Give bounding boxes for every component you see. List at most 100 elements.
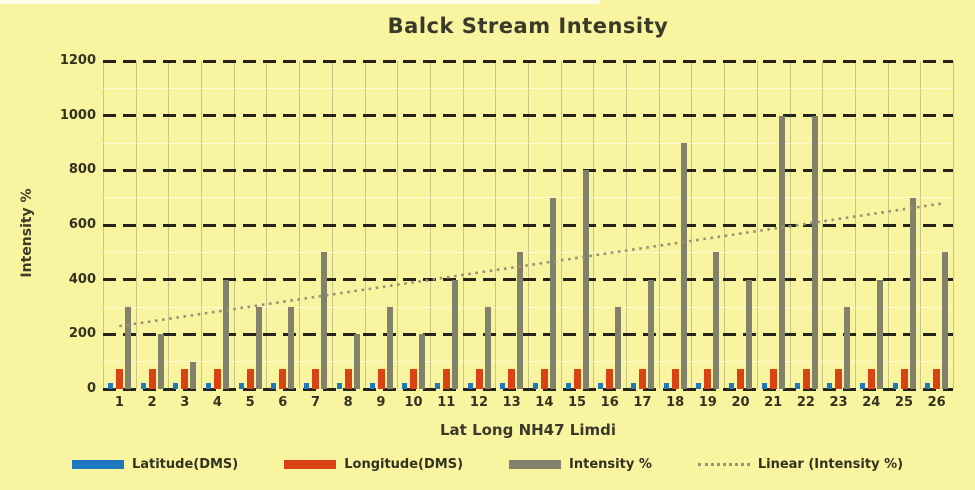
bar-longitude-dms- <box>442 369 450 389</box>
y-axis-ticks: 0 200 400 600 800 1000 1200 <box>36 53 96 396</box>
bar-latitude-dms- <box>304 383 310 389</box>
x-tick-label: 21 <box>764 395 783 410</box>
bar-latitude-dms- <box>500 383 506 389</box>
bar-intensity- <box>844 307 851 389</box>
bar-intensity- <box>419 334 426 389</box>
bar-intensity- <box>157 334 164 389</box>
bar-latitude-dms- <box>140 383 146 389</box>
x-tick-label: 11 <box>437 395 456 410</box>
x-tick-label: 23 <box>829 395 848 410</box>
bar-intensity- <box>451 279 458 389</box>
bar-longitude-dms- <box>279 369 287 389</box>
plot-area <box>103 59 954 391</box>
bar-longitude-dms- <box>573 369 581 389</box>
x-tick-label: 15 <box>567 395 587 410</box>
bar-latitude-dms- <box>729 383 735 389</box>
top-edge-artifact <box>0 0 600 4</box>
bar-longitude-dms- <box>802 369 810 389</box>
bar-group <box>888 61 921 389</box>
x-tick-label: 12 <box>469 395 488 410</box>
legend-swatch <box>71 460 124 469</box>
bar-group <box>463 61 496 389</box>
bar-intensity- <box>942 252 949 389</box>
x-tick-label: 16 <box>600 395 619 410</box>
bar-longitude-dms- <box>835 369 843 389</box>
x-tick-label: 19 <box>698 395 717 410</box>
y-tick-label: 600 <box>68 217 96 232</box>
bar-longitude-dms- <box>769 369 777 389</box>
bar-group <box>168 61 201 389</box>
legend-swatch <box>284 460 337 469</box>
bar-longitude-dms- <box>508 369 516 389</box>
bar-intensity- <box>484 307 491 389</box>
bar-latitude-dms- <box>794 383 800 389</box>
y-tick-label: 800 <box>68 162 96 178</box>
bar-group <box>234 61 267 389</box>
gridline-major <box>103 168 953 172</box>
bar-longitude-dms- <box>541 369 548 389</box>
bar-intensity- <box>876 279 883 389</box>
bar-group <box>920 61 953 389</box>
bar-longitude-dms- <box>933 369 941 389</box>
x-tick-label: 1 <box>114 395 124 410</box>
gridline-major <box>103 59 953 63</box>
bar-latitude-dms- <box>434 383 440 389</box>
bar-intensity- <box>517 252 524 389</box>
bar-longitude-dms- <box>606 369 614 389</box>
x-tick-label: 8 <box>343 395 353 410</box>
bar-latitude-dms- <box>336 383 342 389</box>
gridline-major <box>103 387 953 391</box>
bar-intensity- <box>321 252 328 389</box>
legend-label: Intensity % <box>569 457 652 472</box>
bar-latitude-dms- <box>108 383 113 389</box>
x-tick-label: 9 <box>376 395 386 410</box>
gridline-minor <box>103 361 953 363</box>
bar-group <box>855 61 888 389</box>
x-tick-label: 13 <box>502 395 521 410</box>
bar-group <box>365 61 398 389</box>
x-tick-label: 7 <box>310 395 321 410</box>
x-tick-label: 26 <box>927 395 946 410</box>
x-tick-label: 14 <box>535 395 554 410</box>
legend-label: Longitude(DMS) <box>344 457 464 472</box>
bar-group <box>528 61 561 389</box>
bar-group <box>397 61 430 389</box>
bar-intensity- <box>713 252 720 389</box>
x-tick-label: 5 <box>245 395 255 410</box>
bar-longitude-dms- <box>148 369 156 389</box>
bar-latitude-dms- <box>892 383 898 389</box>
bar-group <box>430 61 463 389</box>
bar-group <box>103 61 136 389</box>
bar-group <box>757 61 790 389</box>
legend-label: Linear (Intensity %) <box>757 457 904 472</box>
legend-swatch <box>509 460 562 469</box>
y-tick-label: 0 <box>86 381 96 396</box>
bar-intensity- <box>582 170 589 389</box>
legend-item: Latitude(DMS) <box>71 457 238 472</box>
bar-latitude-dms- <box>859 383 865 389</box>
bar-latitude-dms- <box>467 383 473 389</box>
bar-group <box>495 61 528 389</box>
bar-longitude-dms- <box>214 369 222 389</box>
bar-latitude-dms- <box>696 383 702 389</box>
bar-longitude-dms- <box>312 369 320 389</box>
bar-group <box>659 61 692 389</box>
x-tick-label: 6 <box>278 395 288 410</box>
bar-latitude-dms- <box>631 383 637 389</box>
bar-group <box>790 61 823 389</box>
gridline-major <box>103 332 953 336</box>
gridline-major <box>103 114 953 118</box>
bar-latitude-dms- <box>761 383 767 389</box>
x-tick-label: 17 <box>633 395 652 410</box>
bar-longitude-dms- <box>900 369 908 389</box>
x-tick-label: 22 <box>796 395 815 410</box>
bar-longitude-dms- <box>344 369 352 389</box>
bar-intensity- <box>223 279 230 389</box>
gridline-minor <box>103 142 953 144</box>
x-tick-label: 10 <box>404 395 423 410</box>
x-tick-label: 2 <box>147 395 157 410</box>
bar-group <box>691 61 724 389</box>
bar-group <box>299 61 332 389</box>
gridline-minor <box>103 87 953 89</box>
bar-group <box>266 61 299 389</box>
